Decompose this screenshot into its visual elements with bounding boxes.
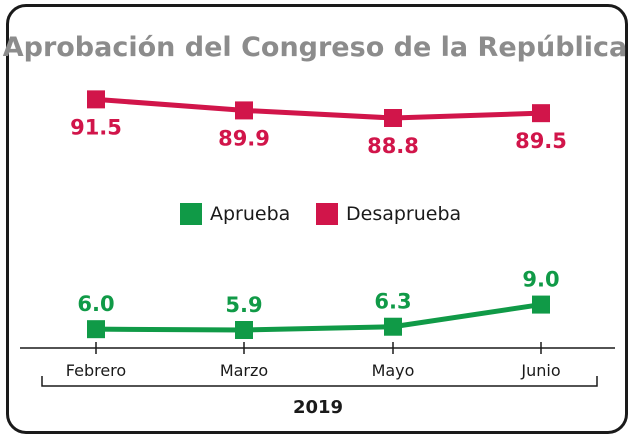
series-line-desaprueba: [95, 96, 542, 121]
legend: Aprueba Desaprueba: [180, 203, 461, 225]
data-label-desaprueba-febrero: 91.5: [70, 115, 122, 139]
year-label: 2019: [293, 397, 343, 418]
year-bracket-line: [41, 376, 598, 387]
data-label-desaprueba-marzo: 89.9: [218, 126, 270, 150]
data-label-desaprueba-mayo: 88.8: [367, 134, 419, 158]
data-label-aprueba-mayo: 6.3: [374, 290, 411, 314]
legend-swatch-desaprueba: [316, 203, 338, 225]
x-tick-label-marzo: Marzo: [220, 361, 268, 380]
year-bracket: 2019: [41, 376, 598, 418]
data-point-aprueba-marzo: [235, 321, 253, 339]
data-label-aprueba-marzo: 5.9: [225, 293, 262, 317]
data-label-aprueba-junio: 9.0: [522, 268, 559, 292]
series-line-aprueba: [95, 302, 542, 333]
series-layer: 6.0 5.9 6.3 9.0 91.5 89.9 88.8 89.5: [70, 90, 567, 339]
x-axis-ticks: Febrero Marzo Mayo Junio: [66, 342, 561, 380]
legend-swatch-aprueba: [180, 203, 202, 225]
data-point-desaprueba-mayo: [384, 109, 402, 127]
x-tick-label-junio: Junio: [520, 361, 560, 380]
data-point-desaprueba-febrero: [87, 90, 105, 109]
series-aprueba: 6.0 5.9 6.3 9.0: [77, 268, 560, 339]
data-point-aprueba-junio: [532, 295, 550, 314]
data-label-desaprueba-junio: 89.5: [515, 129, 567, 153]
data-point-desaprueba-marzo: [235, 101, 253, 120]
data-point-aprueba-febrero: [87, 320, 105, 339]
legend-label-desaprueba: Desaprueba: [346, 203, 461, 225]
data-point-desaprueba-junio: [532, 104, 550, 123]
x-tick-label-mayo: Mayo: [372, 361, 415, 380]
series-desaprueba: 91.5 89.9 88.8 89.5: [70, 90, 567, 158]
data-label-aprueba-febrero: 6.0: [77, 292, 114, 316]
legend-label-aprueba: Aprueba: [210, 203, 290, 225]
x-tick-label-febrero: Febrero: [66, 361, 126, 380]
data-point-aprueba-mayo: [384, 317, 402, 336]
chart-title: Aprobación del Congreso de la República: [3, 32, 628, 63]
